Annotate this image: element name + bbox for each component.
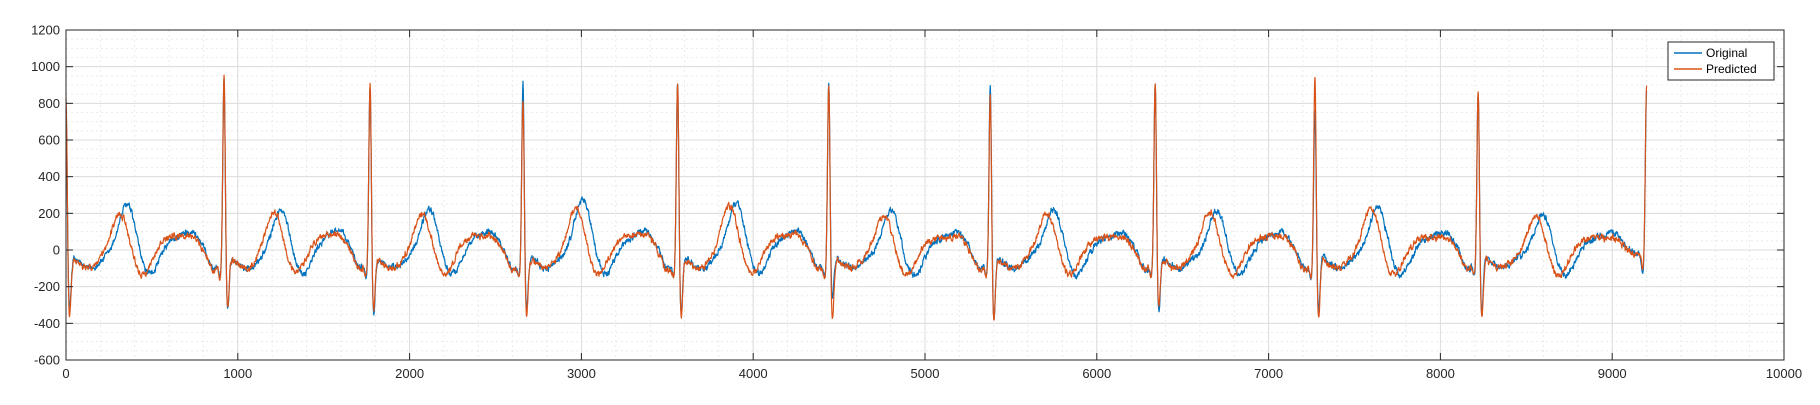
y-tick-label: 600	[38, 133, 60, 148]
legend: Original Predicted	[1667, 41, 1775, 81]
y-tick-label: 200	[38, 206, 60, 221]
y-tick-label: 1000	[31, 59, 60, 74]
y-tick-label: -200	[34, 279, 60, 294]
y-tick-label: 800	[38, 96, 60, 111]
x-tick-label: 0	[62, 366, 69, 381]
legend-label: Original	[1706, 46, 1747, 60]
y-tick-label: -600	[34, 353, 60, 368]
x-tick-label: 6000	[1082, 366, 1111, 381]
x-tick-label: 1000	[223, 366, 252, 381]
x-tick-label: 8000	[1426, 366, 1455, 381]
x-tick-label: 4000	[739, 366, 768, 381]
legend-label: Predicted	[1706, 62, 1757, 76]
x-tick-label: 10000	[1766, 366, 1802, 381]
x-tick-label: 7000	[1254, 366, 1283, 381]
y-tick-label: 1200	[31, 23, 60, 38]
x-tick-label: 2000	[395, 366, 424, 381]
y-tick-label: 0	[53, 243, 60, 258]
y-tick-label: 400	[38, 169, 60, 184]
x-tick-label: 9000	[1598, 366, 1627, 381]
y-tick-label: -400	[34, 316, 60, 331]
x-tick-label: 3000	[567, 366, 596, 381]
legend-box	[1667, 41, 1775, 81]
series-line-predicted	[65, 74, 1648, 321]
x-tick-label: 5000	[911, 366, 940, 381]
